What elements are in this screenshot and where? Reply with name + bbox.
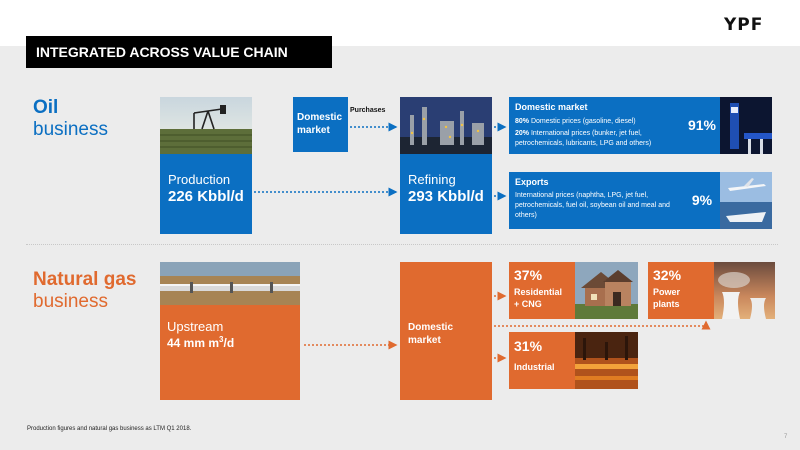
refining-label: Refining [408, 172, 456, 187]
residential-box: 37% Residential + CNG [509, 262, 575, 319]
gas-title-rest: business [33, 291, 108, 312]
domestic-purchase-box: Domestic market [293, 97, 348, 152]
oil-business-title: Oil business [33, 97, 108, 141]
power-plant-photo [714, 262, 775, 319]
oil-domestic-line2: 20% International prices (bunker, jet fu… [515, 130, 652, 147]
production-label: Production [168, 172, 231, 187]
industrial-label: Industrial [514, 362, 555, 372]
gas-station-photo [720, 97, 772, 154]
domestic-purchase-line2: market [297, 125, 330, 136]
oil-domestic-market-box: Domestic market 80% Domestic prices (gas… [509, 97, 684, 154]
gas-domestic-market-label: Domestic market [408, 322, 454, 346]
oil-domestic-market-title: Domestic market [515, 102, 588, 112]
refining-box: Refining 293 Kbbl/d [400, 154, 492, 234]
oil-exports-title: Exports [515, 177, 549, 187]
section-divider [26, 244, 778, 245]
oil-title-rest: business [33, 119, 108, 140]
oil-exports-text: International prices (naphtha, LPG, jet … [515, 192, 670, 219]
oil-domestic-line1: 80% Domestic prices (gasoline, diesel) [515, 118, 636, 125]
industrial-photo [575, 332, 638, 389]
refining-value: 293 Kbbl/d [408, 188, 484, 205]
residential-label: Residential + CNG [514, 287, 563, 309]
refinery-photo [400, 97, 492, 154]
power-label: Power plants [653, 287, 681, 309]
export-photo [720, 172, 772, 229]
page-number: 7 [784, 434, 788, 440]
pipeline-photo [160, 262, 300, 305]
production-value: 226 Kbbl/d [168, 188, 244, 205]
industrial-box: 31% Industrial [509, 332, 575, 389]
purchases-label: Purchases [350, 107, 386, 114]
oil-exports-share: 9% [691, 192, 713, 208]
power-box: 32% Power plants [648, 262, 714, 319]
upstream-label: Upstream [167, 319, 224, 334]
oil-exports-box: Exports International prices (naphtha, L… [509, 172, 684, 229]
gas-business-title: Natural gas business [33, 269, 136, 313]
oil-pump-photo [160, 97, 252, 154]
oil-domestic-share: 91% [687, 117, 717, 133]
domestic-purchase-line1: Domestic [297, 112, 343, 123]
gas-domestic-market-box: Domestic market [400, 262, 492, 400]
production-box: Production 226 Kbbl/d [160, 154, 252, 234]
slide-title: INTEGRATED ACROSS VALUE CHAIN [26, 36, 332, 68]
oil-exports-share-box: 9% [684, 172, 720, 229]
upstream-box: Upstream 44 mm m3/d [160, 305, 300, 400]
arrow-to-power [494, 320, 711, 330]
gas-title-bold: Natural gas [33, 269, 137, 290]
upstream-value: 44 mm m3/d [167, 335, 235, 350]
power-share: 32% [653, 267, 682, 283]
oil-domestic-share-box: 91% [684, 97, 720, 154]
residential-share: 37% [514, 267, 543, 283]
industrial-share: 31% [514, 338, 543, 354]
ypf-logo: YPF [724, 15, 764, 35]
oil-title-bold: Oil [33, 97, 59, 118]
footnote: Production figures and natural gas busin… [27, 426, 192, 432]
house-photo [575, 262, 638, 319]
